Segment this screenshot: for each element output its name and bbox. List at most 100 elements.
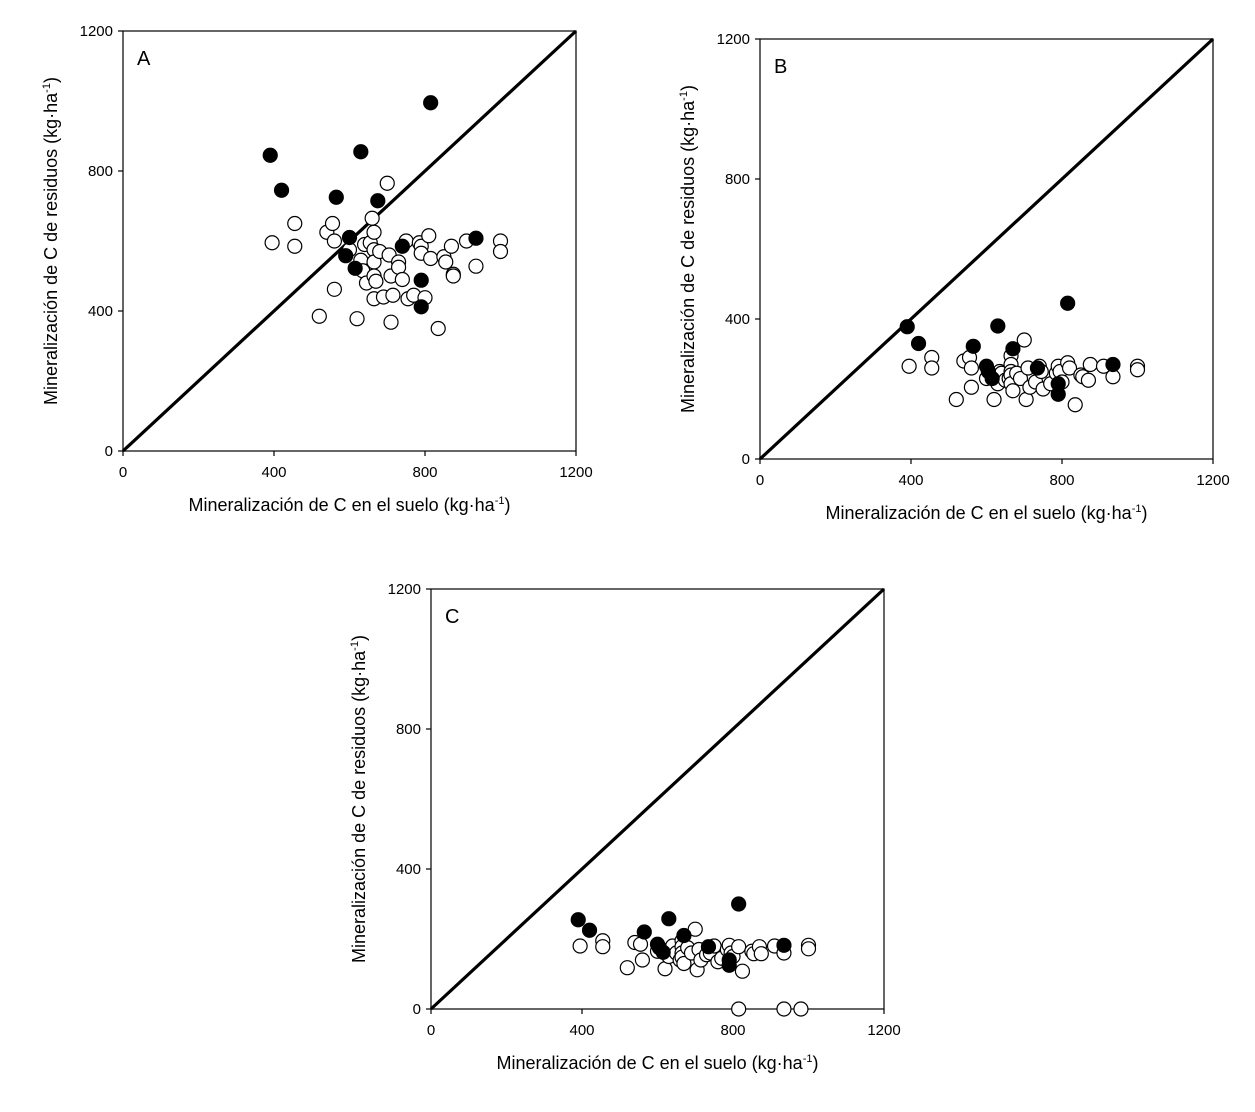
y-axis-label: Mineralización de C de residuos (kg·ha-1… — [349, 635, 369, 963]
y-tick-label: 0 — [413, 1001, 421, 1018]
y-tick-label: 400 — [725, 311, 750, 328]
filled-data-point — [347, 260, 363, 276]
filled-data-point — [910, 335, 927, 352]
open-data-point — [349, 311, 365, 327]
y-axis-label: Mineralización de C de residuos (kg·ha-1… — [678, 85, 698, 413]
y-tick-label: 1200 — [717, 31, 750, 48]
y-axis-label-end: ) — [349, 635, 369, 641]
open-data-point — [1080, 372, 1097, 388]
open-data-point — [986, 391, 1002, 408]
filled-data-point — [468, 230, 484, 246]
open-data-point — [1129, 362, 1146, 378]
open-data-point — [776, 1001, 792, 1017]
y-axis-label-sup: -1 — [41, 83, 53, 93]
open-data-point — [800, 941, 817, 957]
open-data-point — [1012, 370, 1029, 387]
open-data-point — [368, 273, 384, 289]
x-tick-label: 800 — [720, 1022, 745, 1039]
y-tick-label: 400 — [396, 861, 421, 878]
y-axis-label: Mineralización de C de residuos (kg·ha-1… — [41, 77, 61, 405]
filled-data-point — [655, 944, 671, 960]
open-data-point — [676, 955, 692, 972]
x-axis-label-sup: -1 — [495, 495, 505, 507]
filled-data-point — [965, 338, 981, 354]
filled-data-point — [731, 896, 747, 912]
open-data-point — [963, 360, 980, 376]
x-tick-label: 1200 — [559, 464, 592, 481]
open-data-point — [311, 308, 327, 324]
open-data-point — [901, 358, 917, 374]
x-tick-label: 400 — [261, 464, 286, 481]
reference-line-1-1 — [429, 587, 886, 1011]
open-data-point — [1005, 383, 1021, 399]
x-axis-label-sup: -1 — [803, 1053, 813, 1065]
open-data-point — [1061, 360, 1078, 376]
x-tick-label: 800 — [412, 464, 437, 481]
filled-data-point — [776, 937, 792, 953]
x-tick-label: 1200 — [867, 1022, 900, 1039]
filled-data-point — [721, 957, 737, 973]
open-data-point — [1067, 397, 1083, 413]
filled-data-point — [273, 182, 290, 198]
filled-data-point — [984, 370, 1000, 387]
x-axis-label-text: Mineralización de C en el suelo (kg·ha — [826, 503, 1133, 523]
open-data-point — [385, 287, 401, 303]
panel-label: C — [445, 606, 459, 628]
filled-data-point — [394, 238, 410, 254]
y-tick-label: 800 — [396, 721, 421, 738]
panel-a: 0 400 800 1200 0 400 800 1200 A Mineralización de… — [41, 23, 593, 515]
open-data-point — [264, 235, 280, 251]
plot-frame — [759, 38, 1214, 460]
open-data-point — [326, 233, 342, 249]
filled-data-point — [990, 318, 1006, 334]
open-data-point — [394, 271, 410, 288]
y-tick-label: 0 — [742, 451, 750, 468]
filled-data-point — [423, 95, 439, 111]
y-axis-label-text: Mineralización de C de residuos (kg·ha — [678, 100, 698, 413]
y-tick-label: 800 — [88, 163, 113, 180]
panel-c: 0 400 800 1200 0 400 800 1200 C Mineralización de… — [349, 581, 901, 1073]
filled-data-point — [581, 922, 598, 938]
filled-data-point — [676, 927, 692, 944]
open-data-point — [492, 243, 509, 260]
open-data-point — [468, 258, 484, 274]
x-axis-label-text: Mineralización de C en el suelo (kg·ha — [189, 495, 496, 515]
open-data-point — [443, 238, 460, 254]
filled-data-point — [1050, 386, 1066, 402]
x-tick-label: 1200 — [1196, 472, 1229, 489]
filled-data-point — [413, 272, 429, 288]
filled-data-point — [570, 912, 586, 928]
open-data-point — [423, 250, 439, 267]
filled-data-point — [341, 229, 358, 246]
open-data-point — [430, 320, 446, 337]
open-data-point — [753, 946, 769, 962]
open-data-point — [326, 281, 342, 297]
filled-data-point — [328, 189, 344, 205]
filled-data-point — [661, 911, 677, 927]
panel-label: A — [137, 48, 151, 70]
y-axis-label-sup: -1 — [349, 641, 361, 651]
open-data-point — [1016, 332, 1032, 348]
open-data-point — [731, 1001, 747, 1017]
y-tick-label: 1200 — [388, 581, 421, 598]
x-axis-label: Mineralización de C en el suelo (kg·ha-1… — [189, 495, 511, 515]
x-axis-label-end: ) — [812, 1053, 818, 1073]
y-axis-label-text: Mineralización de C de residuos (kg·ha — [349, 650, 369, 963]
open-data-point — [731, 939, 747, 955]
open-data-point — [383, 314, 399, 330]
x-tick-label: 800 — [1049, 472, 1074, 489]
open-data-point — [445, 268, 461, 284]
filled-data-point — [370, 193, 386, 209]
filled-data-point — [636, 924, 652, 940]
panel-label: B — [774, 56, 787, 78]
open-data-point — [324, 215, 341, 232]
x-tick-label: 0 — [427, 1022, 435, 1039]
filled-data-point — [1105, 356, 1121, 373]
x-tick-label: 0 — [756, 472, 764, 489]
y-axis-label-end: ) — [678, 85, 698, 91]
y-tick-label: 1200 — [80, 23, 113, 40]
open-data-point — [595, 939, 611, 955]
open-data-point — [687, 921, 703, 937]
filled-data-point — [899, 319, 915, 335]
